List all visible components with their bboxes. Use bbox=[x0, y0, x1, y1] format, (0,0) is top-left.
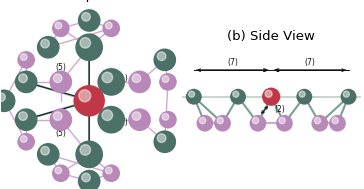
Circle shape bbox=[20, 136, 27, 142]
Circle shape bbox=[154, 130, 176, 153]
Circle shape bbox=[341, 89, 356, 105]
Circle shape bbox=[332, 117, 338, 124]
Text: (7): (7) bbox=[227, 58, 238, 67]
Text: (5): (5) bbox=[55, 63, 66, 72]
Circle shape bbox=[41, 146, 50, 155]
Circle shape bbox=[41, 39, 50, 48]
Circle shape bbox=[233, 91, 239, 97]
Circle shape bbox=[159, 111, 177, 129]
Circle shape bbox=[197, 115, 213, 132]
Text: (7): (7) bbox=[304, 58, 315, 67]
Circle shape bbox=[250, 115, 266, 132]
Circle shape bbox=[20, 54, 27, 60]
Circle shape bbox=[102, 164, 120, 182]
Circle shape bbox=[74, 85, 105, 117]
Text: (3): (3) bbox=[101, 70, 112, 78]
Text: (3): (3) bbox=[101, 123, 112, 132]
Text: (1): (1) bbox=[118, 74, 128, 83]
Circle shape bbox=[154, 49, 176, 71]
Circle shape bbox=[98, 68, 125, 96]
Circle shape bbox=[159, 73, 177, 91]
Circle shape bbox=[78, 9, 100, 32]
Circle shape bbox=[157, 134, 166, 143]
Circle shape bbox=[80, 145, 91, 155]
Circle shape bbox=[55, 22, 62, 29]
Circle shape bbox=[82, 12, 90, 21]
Title: (b) Side View: (b) Side View bbox=[227, 30, 315, 43]
Circle shape bbox=[15, 108, 37, 131]
Circle shape bbox=[102, 110, 112, 121]
Circle shape bbox=[17, 133, 35, 151]
Circle shape bbox=[132, 74, 141, 83]
Circle shape bbox=[82, 173, 90, 182]
Circle shape bbox=[75, 140, 103, 168]
Circle shape bbox=[276, 115, 293, 132]
Circle shape bbox=[279, 117, 285, 124]
Title: (a) Top View: (a) Top View bbox=[49, 0, 130, 2]
Circle shape bbox=[299, 91, 305, 97]
Text: (1): (1) bbox=[118, 118, 128, 127]
Circle shape bbox=[54, 74, 62, 83]
Text: (5): (5) bbox=[55, 129, 66, 138]
Circle shape bbox=[252, 117, 259, 124]
Circle shape bbox=[19, 112, 27, 120]
Circle shape bbox=[15, 70, 37, 93]
Circle shape bbox=[132, 112, 141, 120]
Circle shape bbox=[189, 91, 195, 97]
Circle shape bbox=[265, 90, 272, 97]
Circle shape bbox=[75, 33, 103, 61]
Circle shape bbox=[55, 167, 62, 174]
Circle shape bbox=[106, 22, 112, 29]
Circle shape bbox=[343, 91, 349, 97]
Circle shape bbox=[217, 117, 223, 124]
Circle shape bbox=[17, 51, 35, 69]
Circle shape bbox=[52, 19, 70, 37]
Circle shape bbox=[162, 114, 169, 120]
Circle shape bbox=[37, 36, 60, 59]
Circle shape bbox=[162, 76, 169, 82]
Circle shape bbox=[314, 117, 321, 124]
Circle shape bbox=[80, 38, 91, 48]
Circle shape bbox=[102, 19, 120, 37]
Circle shape bbox=[296, 89, 312, 105]
Circle shape bbox=[0, 89, 15, 112]
Circle shape bbox=[0, 93, 5, 101]
Circle shape bbox=[37, 143, 60, 166]
Circle shape bbox=[52, 164, 70, 182]
Circle shape bbox=[312, 115, 328, 132]
Circle shape bbox=[98, 106, 125, 134]
Circle shape bbox=[128, 70, 151, 93]
Circle shape bbox=[79, 90, 91, 102]
Circle shape bbox=[230, 89, 246, 105]
Circle shape bbox=[157, 52, 166, 60]
Circle shape bbox=[128, 108, 151, 131]
Circle shape bbox=[106, 167, 112, 174]
Circle shape bbox=[199, 117, 206, 124]
Circle shape bbox=[78, 170, 100, 189]
Circle shape bbox=[186, 89, 202, 105]
Circle shape bbox=[50, 70, 72, 93]
Circle shape bbox=[102, 72, 112, 83]
Circle shape bbox=[329, 115, 346, 132]
Circle shape bbox=[54, 112, 62, 120]
Circle shape bbox=[262, 88, 280, 106]
Circle shape bbox=[214, 115, 231, 132]
Circle shape bbox=[50, 108, 72, 131]
Text: (2): (2) bbox=[274, 105, 285, 115]
Circle shape bbox=[19, 74, 27, 83]
